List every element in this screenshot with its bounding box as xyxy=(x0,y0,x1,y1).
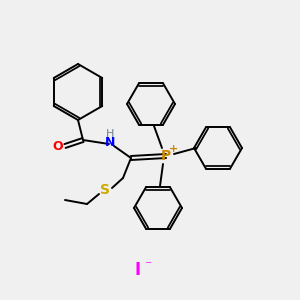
Text: O: O xyxy=(53,140,63,154)
Text: ⁻: ⁻ xyxy=(144,259,152,273)
Text: +: + xyxy=(169,144,178,154)
Text: I: I xyxy=(135,261,141,279)
Text: H: H xyxy=(106,129,114,139)
Text: P: P xyxy=(161,149,171,163)
Text: N: N xyxy=(105,136,115,149)
Text: S: S xyxy=(100,183,110,197)
